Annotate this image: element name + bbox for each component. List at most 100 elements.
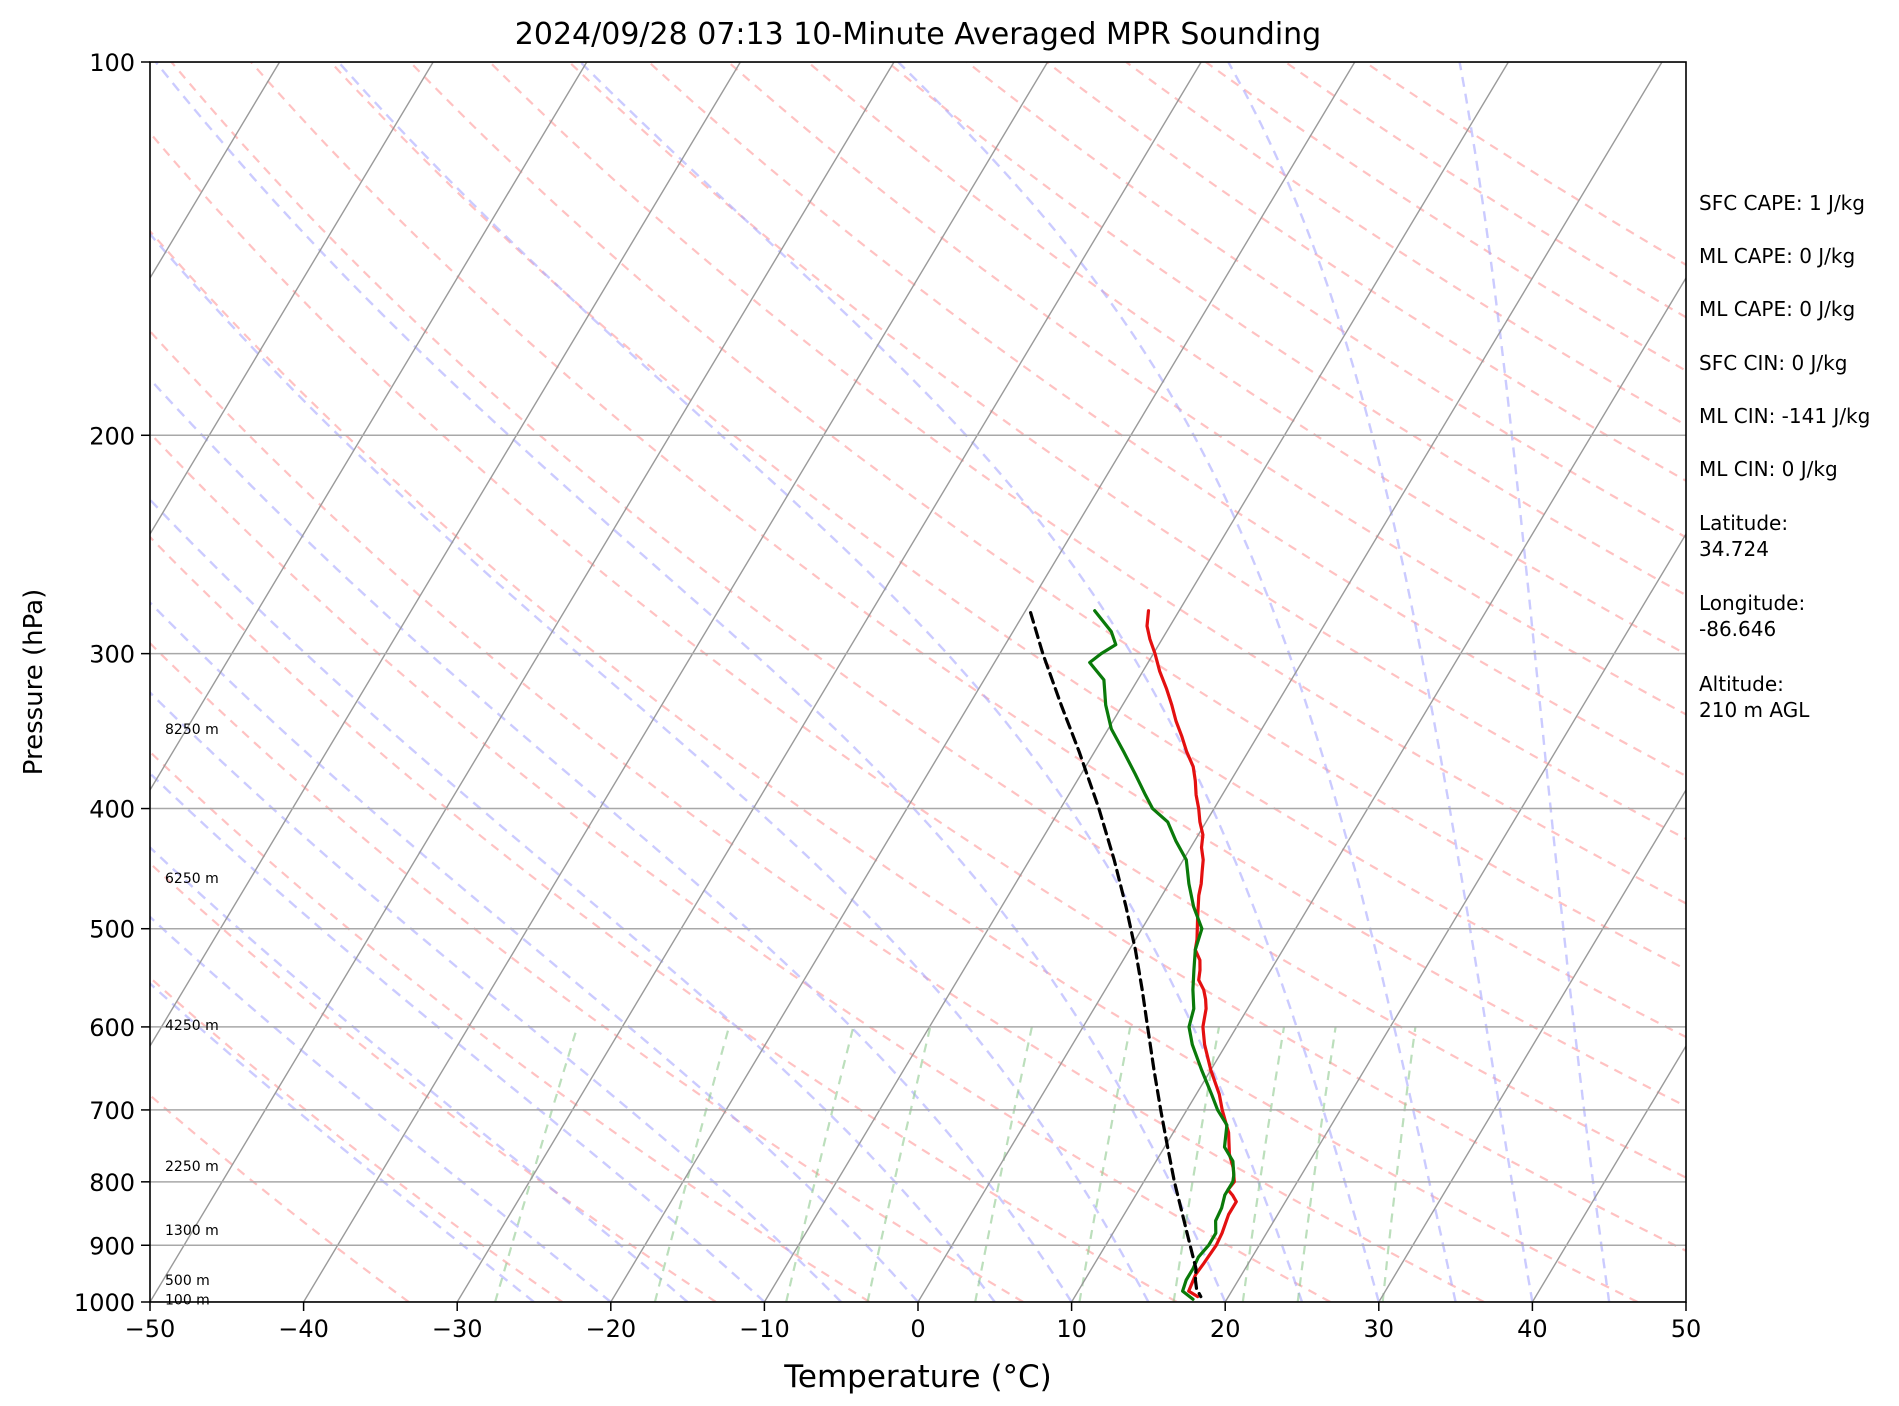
- isotherm-line: [150, 62, 895, 1302]
- moist-adiabat: [1227, 62, 1534, 1302]
- y-axis-label: Pressure (hPa): [19, 589, 49, 776]
- x-tick-label: −30: [432, 1315, 483, 1343]
- y-tick-label: 100: [89, 49, 135, 77]
- moist-adiabat: [150, 600, 919, 1302]
- dry-adiabat: [250, 62, 1686, 1108]
- info-altitude-label: Altitude:: [1699, 672, 1784, 696]
- isotherm-line: [456, 62, 1202, 1302]
- isotherm-line: [917, 62, 1663, 1302]
- info-sfc-cin: SFC CIN: 0 J/kg: [1699, 351, 1847, 375]
- info-longitude-value: -86.646: [1699, 617, 1776, 641]
- y-tick-label: 400: [89, 796, 135, 824]
- x-tick-label: −20: [585, 1315, 636, 1343]
- isotherm-line: [150, 62, 588, 792]
- info-latitude-label: Latitude:: [1699, 511, 1788, 535]
- height-labels: 8250 m 6250 m 4250 m 2250 m 1300 m 500 m 100 m: [165, 722, 219, 1308]
- gridlines: [150, 62, 1686, 1302]
- dewpoint-line: [1088, 609, 1236, 1301]
- isotherm-line: [150, 62, 434, 536]
- isotherm-line: [1378, 788, 1686, 1302]
- data-series: [1029, 609, 1238, 1301]
- parcel-profile-line: [1029, 611, 1203, 1299]
- dry-adiabat: [150, 229, 1639, 1302]
- y-tick-label: 500: [89, 916, 135, 944]
- isotherm-line: [302, 62, 1049, 1302]
- mixing-ratio-line: [866, 1026, 932, 1302]
- y-tick-label: 300: [89, 641, 135, 669]
- moist-adiabat: [150, 915, 612, 1302]
- isotherm-line: [150, 62, 281, 280]
- mixing-ratio-line: [1296, 1026, 1337, 1302]
- x-tick-label: 50: [1671, 1315, 1702, 1343]
- isotherm-line: [1070, 276, 1686, 1302]
- info-sfc-cape: SFC CAPE: 1 J/kg: [1699, 191, 1865, 215]
- dry-adiabat: [1205, 62, 1686, 373]
- mixing-ratio-line: [494, 1026, 579, 1302]
- dry-adiabat: [150, 431, 1331, 1302]
- x-axis: −50 −40 −30 −20 −10 0 10 20 30 40 50: [125, 1302, 1702, 1343]
- dry-adiabat: [150, 861, 717, 1302]
- x-tick-label: 30: [1364, 1315, 1395, 1343]
- background-reference-lines: [150, 62, 1686, 1302]
- info-latitude-value: 34.724: [1699, 537, 1769, 561]
- mixing-ratio-line: [1078, 1026, 1132, 1302]
- moist-adiabat: [1458, 62, 1611, 1302]
- isotherm-line: [763, 62, 1510, 1302]
- moist-adiabat: [150, 232, 1150, 1302]
- y-tick-label: 1000: [74, 1289, 135, 1317]
- chart-title: 2024/09/28 07:13 10-Minute Averaged MPR …: [515, 17, 1321, 52]
- isotherm-line: [610, 62, 1356, 1302]
- height-label: 8250 m: [165, 722, 219, 738]
- moist-adiabat: [150, 497, 996, 1302]
- info-ml-cape: ML CAPE: 0 J/kg: [1699, 244, 1855, 268]
- mixing-ratio-line: [974, 1026, 1033, 1302]
- x-tick-label: −10: [739, 1315, 790, 1343]
- mixing-ratio-line: [1172, 1026, 1221, 1302]
- height-label: 2250 m: [165, 1159, 219, 1175]
- info-ml-cin-2: ML CIN: 0 J/kg: [1699, 457, 1838, 481]
- x-tick-label: 20: [1210, 1315, 1241, 1343]
- height-label: 1300 m: [165, 1223, 219, 1239]
- dry-adiabat: [568, 62, 1686, 841]
- x-tick-label: 0: [910, 1315, 925, 1343]
- moist-adiabat: [150, 981, 535, 1302]
- dry-adiabat: [1125, 62, 1686, 427]
- height-label: 4250 m: [165, 1018, 219, 1034]
- dry-adiabat: [150, 641, 1024, 1302]
- x-tick-label: −40: [278, 1315, 329, 1343]
- isotherm-line: [1224, 532, 1686, 1302]
- info-ml-cape-2: ML CAPE: 0 J/kg: [1699, 297, 1855, 321]
- info-altitude-value: 210 m AGL: [1699, 698, 1810, 722]
- moist-adiabat: [150, 771, 766, 1302]
- dry-adiabat: [329, 62, 1686, 1039]
- dry-adiabat: [150, 329, 1485, 1302]
- isotherm-line: [150, 62, 742, 1048]
- y-tick-label: 200: [89, 422, 135, 450]
- moist-adiabat: [154, 62, 1227, 1302]
- info-longitude-label: Longitude:: [1699, 591, 1805, 615]
- height-label: 100 m: [165, 1292, 210, 1308]
- mixing-ratio-line: [785, 1026, 855, 1302]
- moist-adiabat: [897, 62, 1457, 1302]
- info-ml-cin: ML CIN: -141 J/kg: [1699, 404, 1870, 428]
- x-tick-label: −50: [125, 1315, 176, 1343]
- height-label: 500 m: [165, 1273, 210, 1289]
- moist-adiabat: [150, 377, 1073, 1302]
- dry-adiabat: [966, 62, 1686, 539]
- dry-adiabat: [488, 62, 1686, 905]
- dry-adiabat: [150, 131, 1686, 1252]
- x-tick-label: 40: [1517, 1315, 1548, 1343]
- y-tick-label: 900: [89, 1232, 135, 1260]
- moist-adiabat: [337, 62, 1304, 1302]
- isotherm-line: [1531, 1044, 1686, 1302]
- moist-adiabat: [150, 845, 689, 1302]
- dry-adiabat: [409, 62, 1686, 971]
- height-label: 6250 m: [165, 871, 219, 887]
- dry-adiabat: [170, 62, 1686, 1179]
- x-axis-label: Temperature (°C): [783, 1359, 1052, 1395]
- dry-adiabat: [150, 750, 871, 1302]
- dry-adiabat: [727, 62, 1686, 716]
- y-tick-label: 600: [89, 1014, 135, 1042]
- y-axis: 100 200 300 400 500 600 700 800 900 1000: [74, 49, 150, 1317]
